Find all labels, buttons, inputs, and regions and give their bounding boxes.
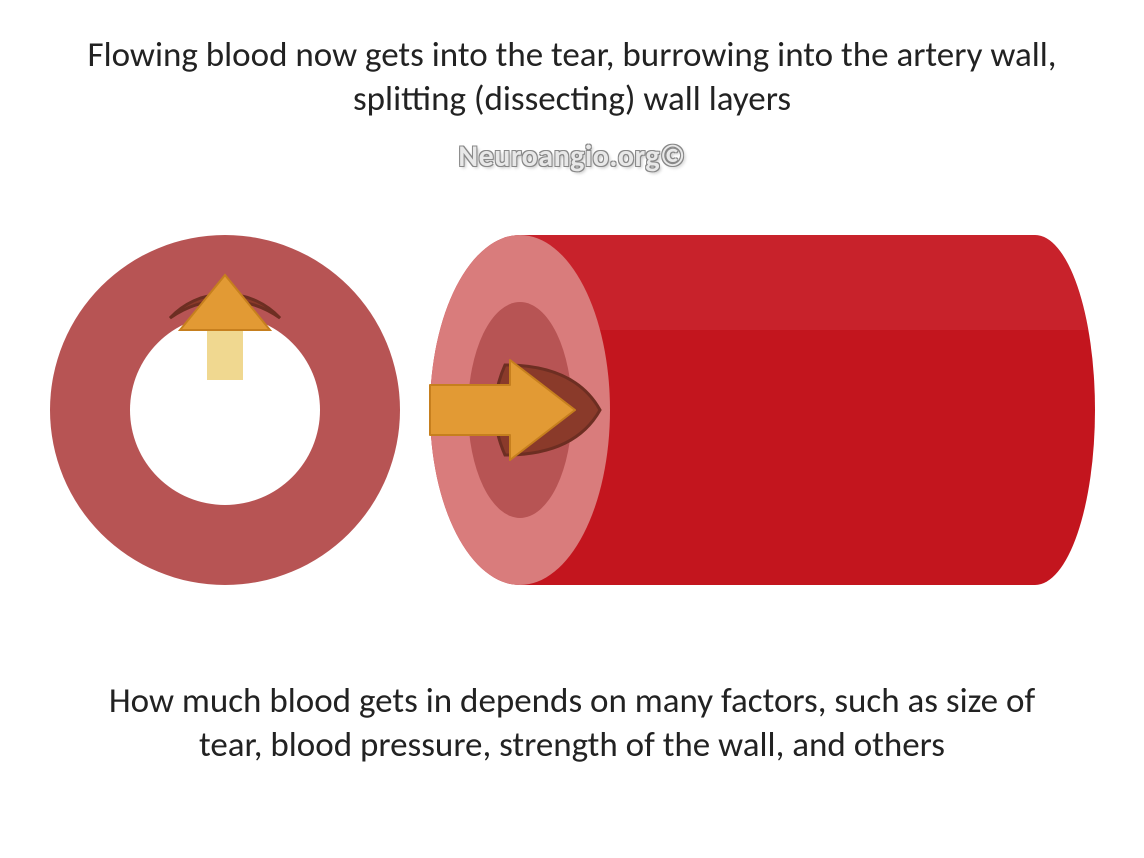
longitudinal-view (430, 235, 1095, 585)
artery-dissection-diagram (0, 200, 1144, 620)
top-caption: Flowing blood now gets into the tear, bu… (0, 34, 1144, 122)
artery-cylinder-highlight (520, 235, 1088, 330)
cross-section-view (50, 235, 400, 585)
watermark-text: Neuroangio.org© (0, 138, 1144, 175)
bottom-caption: How much blood gets in depends on many f… (0, 680, 1144, 768)
arrow-shaft-up (207, 330, 243, 380)
